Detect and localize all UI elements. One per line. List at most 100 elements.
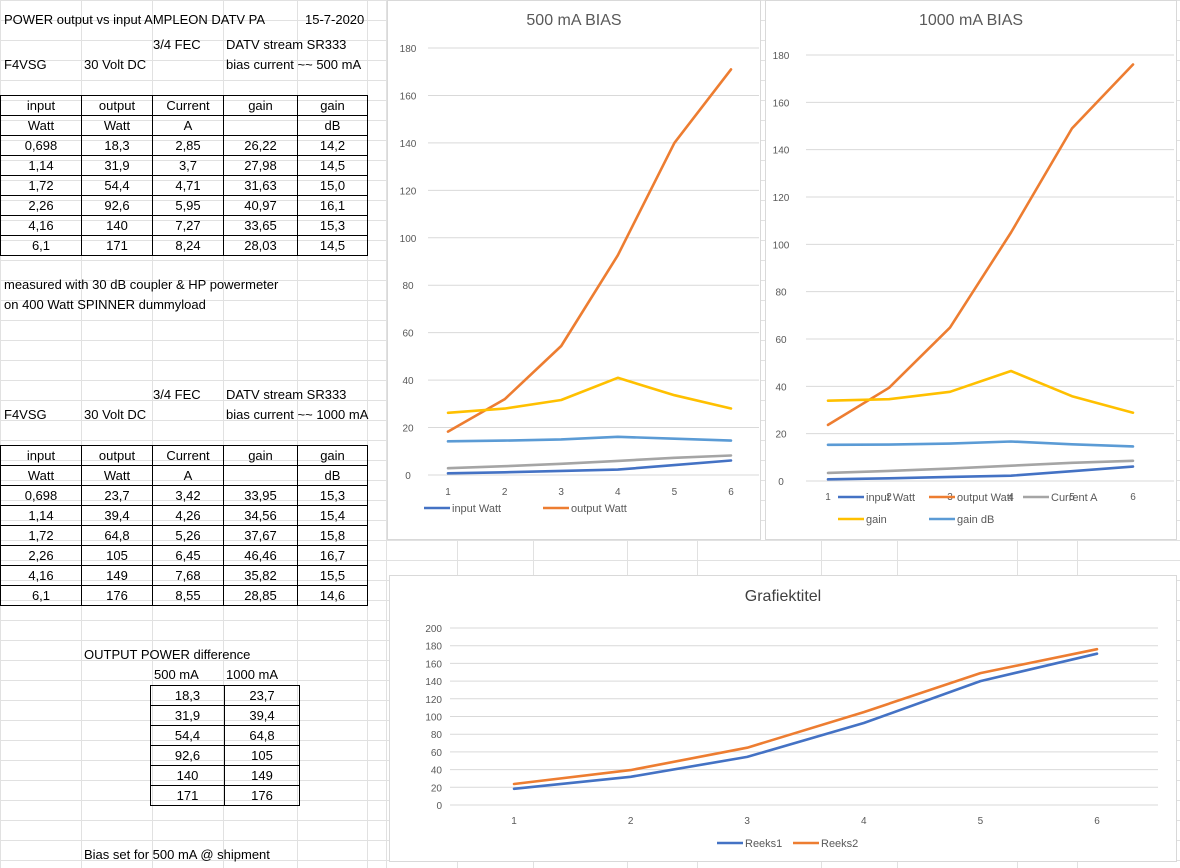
table-cell[interactable]: input	[0, 95, 82, 116]
table-cell[interactable]: Watt	[0, 115, 82, 136]
table-cell[interactable]: 171	[150, 785, 225, 806]
table-cell[interactable]: Watt	[81, 465, 153, 486]
table-cell[interactable]: 0,698	[0, 485, 82, 506]
table-cell[interactable]: 33,65	[223, 215, 298, 236]
stream-label-2[interactable]: DATV stream SR333	[226, 387, 347, 402]
table-cell[interactable]: 64,8	[81, 525, 153, 546]
table-cell[interactable]: 54,4	[150, 725, 225, 746]
table-cell[interactable]: 6,1	[0, 235, 82, 256]
table-cell[interactable]: 31,9	[81, 155, 153, 176]
sheet-date[interactable]: 15-7-2020	[305, 12, 365, 27]
table-cell[interactable]: 35,82	[223, 565, 298, 586]
table-cell[interactable]: 64,8	[224, 725, 300, 746]
stream-label-1[interactable]: DATV stream SR333	[226, 37, 347, 52]
sheet-title[interactable]: POWER output vs input AMPLEON DATV PA	[4, 12, 266, 27]
supply-label-1[interactable]: 30 Volt DC	[84, 57, 147, 72]
table-cell[interactable]: 15,4	[297, 505, 368, 526]
table-cell[interactable]: 149	[81, 565, 153, 586]
table-cell[interactable]: 34,56	[223, 505, 298, 526]
table-cell[interactable]: 40,97	[223, 195, 298, 216]
table-cell[interactable]: 1,14	[0, 505, 82, 526]
table-cell[interactable]: 46,46	[223, 545, 298, 566]
table-cell[interactable]: 5,95	[152, 195, 224, 216]
diff-header-1000[interactable]: 1000 mA	[226, 667, 279, 682]
table-cell[interactable]: 37,67	[223, 525, 298, 546]
table-cell[interactable]: gain	[297, 445, 368, 466]
table-cell[interactable]: 15,0	[297, 175, 368, 196]
table-cell[interactable]: A	[152, 465, 224, 486]
table-cell[interactable]	[223, 465, 298, 486]
table-cell[interactable]: output	[81, 95, 153, 116]
table-cell[interactable]: 105	[81, 545, 153, 566]
table-cell[interactable]: 6,45	[152, 545, 224, 566]
table-cell[interactable]: A	[152, 115, 224, 136]
table-cell[interactable]: 92,6	[81, 195, 153, 216]
table-cell[interactable]: 1,72	[0, 525, 82, 546]
table-cell[interactable]: 31,63	[223, 175, 298, 196]
table-cell[interactable]: 1,14	[0, 155, 82, 176]
table-cell[interactable]: 3,42	[152, 485, 224, 506]
table-cell[interactable]: 176	[224, 785, 300, 806]
table-cell[interactable]: 26,22	[223, 135, 298, 156]
table-cell[interactable]: 39,4	[81, 505, 153, 526]
callsign-1[interactable]: F4VSG	[4, 57, 47, 72]
table-cell[interactable]: 14,5	[297, 155, 368, 176]
table-cell[interactable]: 149	[224, 765, 300, 786]
table-cell[interactable]: 15,3	[297, 485, 368, 506]
table-cell[interactable]: 18,3	[150, 685, 225, 706]
bias-label-2[interactable]: bias current ~~ 1000 mA	[226, 407, 369, 422]
table-cell[interactable]: 8,24	[152, 235, 224, 256]
table-cell[interactable]: gain	[223, 445, 298, 466]
table-cell[interactable]: 1,72	[0, 175, 82, 196]
table-cell[interactable]: 16,7	[297, 545, 368, 566]
table-cell[interactable]: 4,16	[0, 565, 82, 586]
table-cell[interactable]: 23,7	[81, 485, 153, 506]
table-cell[interactable]: 2,26	[0, 195, 82, 216]
table-cell[interactable]: 4,16	[0, 215, 82, 236]
table-cell[interactable]: 14,2	[297, 135, 368, 156]
note-coupler[interactable]: measured with 30 dB coupler & HP powerme…	[4, 277, 279, 292]
table-cell[interactable]: 23,7	[224, 685, 300, 706]
table-cell[interactable]: 14,5	[297, 235, 368, 256]
fec-label-2[interactable]: 3/4 FEC	[153, 387, 201, 402]
table-cell[interactable]: 4,26	[152, 505, 224, 526]
chart-output-comparison[interactable]: Grafiektitel 0 20 40 60 80 100 120 140 160 180 200…	[389, 575, 1177, 862]
diff-header-500[interactable]: 500 mA	[154, 667, 199, 682]
note-dummyload[interactable]: on 400 Watt SPINNER dummyload	[4, 297, 206, 312]
table-cell[interactable]: gain	[297, 95, 368, 116]
table-cell[interactable]: 92,6	[150, 745, 225, 766]
table-cell[interactable]: dB	[297, 115, 368, 136]
table-cell[interactable]: 176	[81, 585, 153, 606]
table-cell[interactable]: 15,8	[297, 525, 368, 546]
fec-label-1[interactable]: 3/4 FEC	[153, 37, 201, 52]
diff-title[interactable]: OUTPUT POWER difference	[84, 647, 251, 662]
table-cell[interactable]: 18,3	[81, 135, 153, 156]
table-cell[interactable]: 15,3	[297, 215, 368, 236]
table-cell[interactable]: 171	[81, 235, 153, 256]
supply-label-2[interactable]: 30 Volt DC	[84, 407, 147, 422]
table-cell[interactable]: 3,7	[152, 155, 224, 176]
table-cell[interactable]: Watt	[81, 115, 153, 136]
table-cell[interactable]: 28,85	[223, 585, 298, 606]
table-cell[interactable]: 28,03	[223, 235, 298, 256]
table-cell[interactable]: 16,1	[297, 195, 368, 216]
table-cell[interactable]: 0,698	[0, 135, 82, 156]
table-cell[interactable]: output	[81, 445, 153, 466]
table-cell[interactable]: 5,26	[152, 525, 224, 546]
table-cell[interactable]: 7,68	[152, 565, 224, 586]
bias-label-1[interactable]: bias current ~~ 500 mA	[226, 57, 362, 72]
table-cell[interactable]: 27,98	[223, 155, 298, 176]
table-cell[interactable]: gain	[223, 95, 298, 116]
table-cell[interactable]: 2,26	[0, 545, 82, 566]
table-cell[interactable]: Current	[152, 445, 224, 466]
bias-shipment-note[interactable]: Bias set for 500 mA @ shipment	[84, 847, 270, 862]
table-cell[interactable]: 105	[224, 745, 300, 766]
chart-1000ma-bias[interactable]: 1000 mA BIAS 020406080100120140160180123…	[765, 0, 1177, 540]
table-cell[interactable]	[223, 115, 298, 136]
table-cell[interactable]: 8,55	[152, 585, 224, 606]
table-cell[interactable]: 15,5	[297, 565, 368, 586]
table-cell[interactable]: 39,4	[224, 705, 300, 726]
table-cell[interactable]: 14,6	[297, 585, 368, 606]
table-cell[interactable]: 54,4	[81, 175, 153, 196]
chart-500ma-bias[interactable]: 500 mA BIAS 0 20 40 60 80 100 120 140 160 180 1 2 3 4…	[387, 0, 761, 540]
